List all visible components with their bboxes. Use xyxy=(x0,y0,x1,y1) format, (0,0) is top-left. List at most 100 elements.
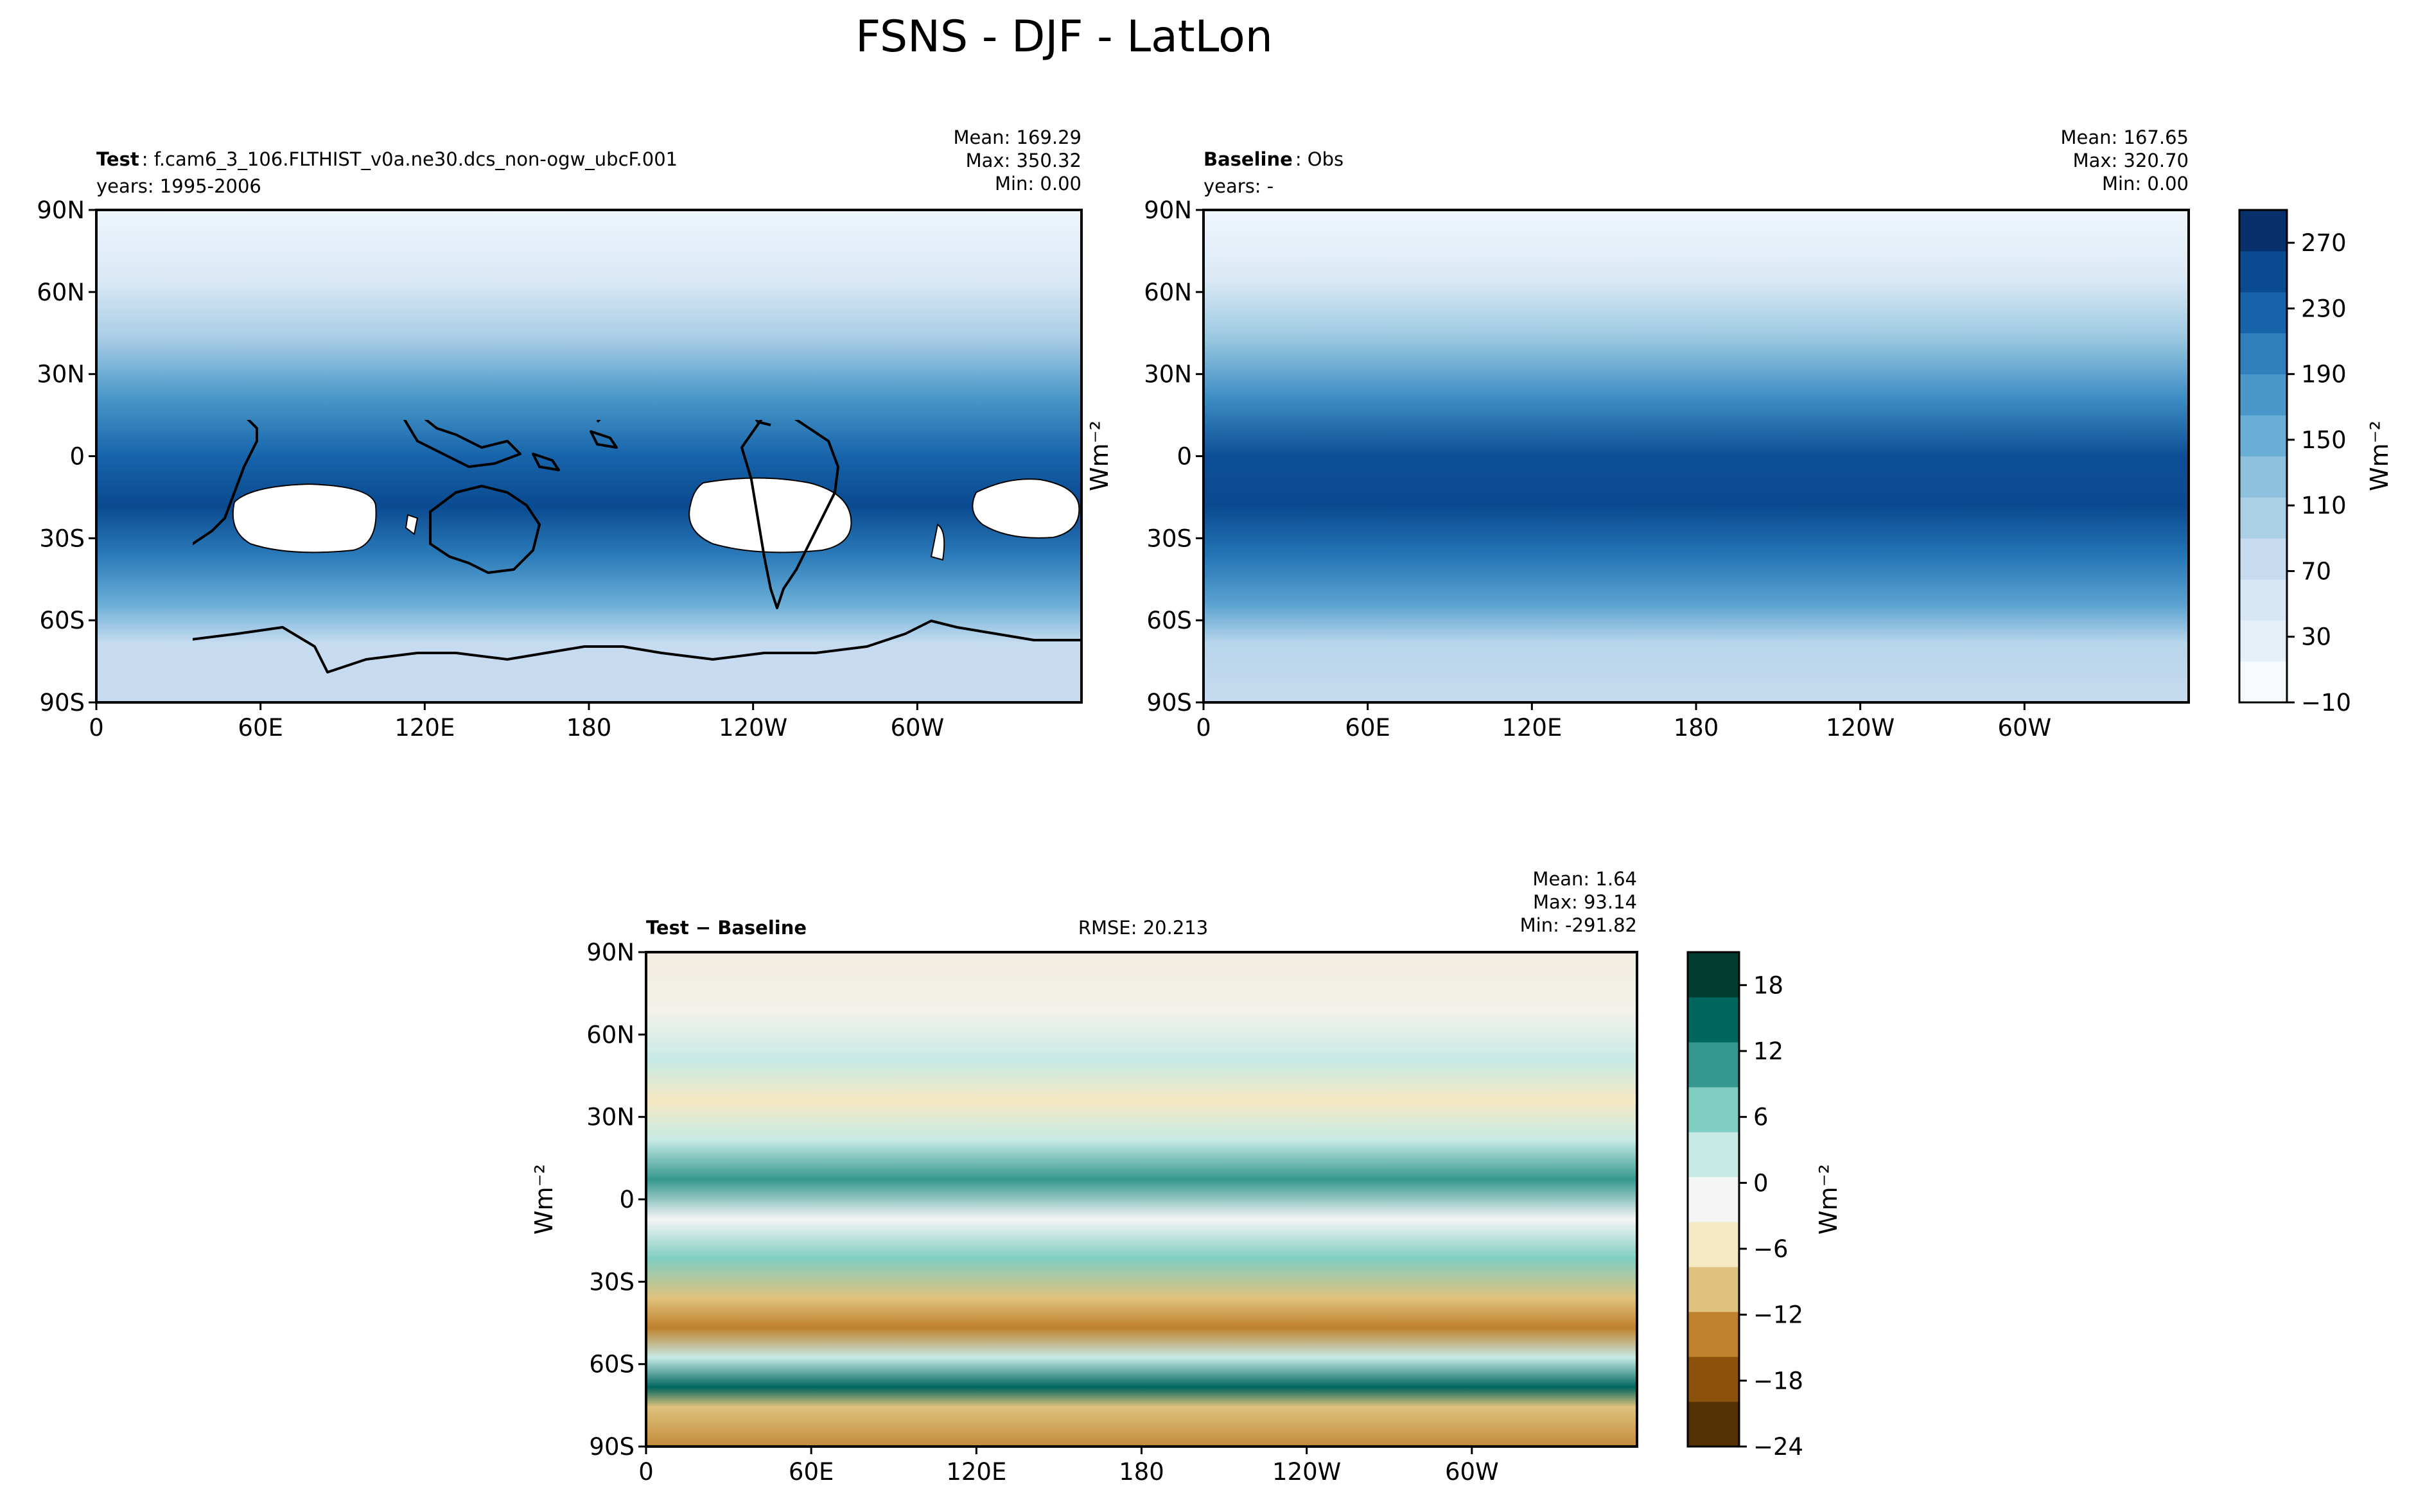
test-map-field xyxy=(96,210,1083,702)
stat-line: Mean: 169.29 xyxy=(954,126,1081,148)
colorbar-band xyxy=(2239,210,2287,252)
colorbar-band xyxy=(2239,456,2287,498)
x-tick-label: 60W xyxy=(890,714,944,742)
x-tick-label: 60E xyxy=(238,714,283,742)
colorbar-tick-label: −10 xyxy=(2301,689,2351,717)
brbg-colorbar-label: Wm⁻² xyxy=(1814,1164,1843,1235)
stat-line: Mean: 167.65 xyxy=(2061,126,2189,148)
x-tick-label: 120W xyxy=(1272,1458,1341,1486)
diff-y-ticks: 90N 60N 30N 0 30S 60S 90S xyxy=(586,939,646,1461)
y-tick-label: 30S xyxy=(39,525,85,552)
colorbar-tick-label: 18 xyxy=(1753,971,1783,999)
y-tick-label: 0 xyxy=(69,443,85,471)
diff-panel: Test − Baseline RMSE: 20.213 Mean: 1.64M… xyxy=(530,868,1638,1486)
x-tick-label: 120E xyxy=(394,714,455,742)
colorbar-band xyxy=(1688,997,1739,1043)
colorbar-band xyxy=(2239,538,2287,580)
figure-title: FSNS - DJF - LatLon xyxy=(855,12,1273,62)
stat-line: Min: -291.82 xyxy=(1520,914,1637,936)
colorbar-band xyxy=(1688,1312,1739,1357)
y-tick-label: 60S xyxy=(589,1351,635,1378)
colorbar-band xyxy=(2239,291,2287,334)
y-tick-label: 60S xyxy=(39,607,85,634)
y-tick-label: 90N xyxy=(586,939,635,966)
baseline-label-rest: : Obs xyxy=(1295,148,1344,170)
x-tick-label: 120E xyxy=(1501,714,1562,742)
diff-map-field xyxy=(646,952,1637,1447)
colorbar-tick-label: 110 xyxy=(2301,492,2347,519)
y-tick-label: 30S xyxy=(589,1268,635,1296)
stat-line: Min: 0.00 xyxy=(995,173,1081,195)
colorbar-tick-label: −24 xyxy=(1753,1433,1803,1461)
x-tick-label: 120W xyxy=(1826,714,1895,742)
x-tick-label: 120W xyxy=(719,714,787,742)
y-tick-label: 0 xyxy=(619,1186,635,1213)
blues-colorbar-label: Wm⁻² xyxy=(2365,421,2394,491)
test-label-rest: : f.cam6_3_106.FLTHIST_v0a.ne30.dcs_non-… xyxy=(142,148,678,170)
svg-text:Test: f.cam6_3_106.FLTHIST_v0a: Test: f.cam6_3_106.FLTHIST_v0a.ne30.dcs_… xyxy=(96,148,678,170)
y-tick-label: 30S xyxy=(1146,525,1192,552)
colorbar-band xyxy=(1688,1177,1739,1222)
y-tick-label: 90S xyxy=(1146,689,1192,717)
y-tick-label: 30N xyxy=(37,361,85,388)
colorbar-band xyxy=(1688,1267,1739,1312)
colorbar-tick-label: −18 xyxy=(1753,1367,1803,1395)
colorbar-tick-label: 270 xyxy=(2301,229,2347,257)
brbg-colorbar-ticks: 18 12 6 0 −6 −12 −18 −24 xyxy=(1739,971,1803,1461)
x-tick-label: 0 xyxy=(89,714,104,742)
x-tick-label: 60E xyxy=(789,1458,834,1486)
y-tick-label: 90N xyxy=(1144,196,1192,224)
baseline-map-field xyxy=(1204,210,2189,702)
baseline-panel: Baseline: Obs years: - Mean: 167.65Max: … xyxy=(1085,126,2190,742)
y-tick-label: 90S xyxy=(39,689,85,717)
test-years: years: 1995-2006 xyxy=(96,175,261,197)
baseline-years: years: - xyxy=(1204,175,1274,197)
brbg-colorbar-frame xyxy=(1686,951,1740,1448)
colorbar-band xyxy=(1688,1222,1739,1267)
colorbar-band xyxy=(1688,1357,1739,1402)
stat-line: Min: 0.00 xyxy=(2102,173,2189,195)
colorbar-band xyxy=(2239,497,2287,539)
baseline-label-bold: Baseline xyxy=(1204,148,1293,170)
x-tick-label: 0 xyxy=(1196,714,1211,742)
colorbar-band xyxy=(2239,620,2287,662)
blues-colorbar-ticks: 270 230 190 150 110 70 30 −10 xyxy=(2287,229,2351,717)
colorbar-band xyxy=(2239,333,2287,375)
diff-ylabel: Wm⁻² xyxy=(530,1164,558,1235)
colorbar-tick-label: 230 xyxy=(2301,295,2347,322)
test-panel: Test: f.cam6_3_106.FLTHIST_v0a.ne30.dcs_… xyxy=(37,126,1083,742)
colorbar-tick-label: −6 xyxy=(1753,1235,1789,1263)
colorbar-tick-label: 6 xyxy=(1753,1104,1769,1131)
blues-colorbar: 270 230 190 150 110 70 30 −10 Wm⁻² xyxy=(2238,209,2394,717)
test-label: Test: f.cam6_3_106.FLTHIST_v0a.ne30.dcs_… xyxy=(96,148,678,197)
colorbar-tick-label: 30 xyxy=(2301,623,2331,651)
stat-line: Mean: 1.64 xyxy=(1532,868,1637,890)
baseline-x-ticks: 0 60E 120E 180 120W 60W xyxy=(1196,702,2051,742)
colorbar-tick-label: 12 xyxy=(1753,1038,1783,1065)
x-tick-label: 180 xyxy=(1674,714,1719,742)
y-tick-label: 90S xyxy=(589,1433,635,1461)
colorbar-band xyxy=(1688,1132,1739,1177)
x-tick-label: 60E xyxy=(1345,714,1390,742)
baseline-y-ticks: 90N 60N 30N 0 30S 60S 90S xyxy=(1144,196,1204,717)
colorbar-band xyxy=(2239,415,2287,456)
diff-x-ticks: 0 60E 120E 180 120W 60W xyxy=(638,1447,1499,1486)
test-label-bold: Test xyxy=(96,148,139,170)
y-tick-label: 60S xyxy=(1146,607,1192,634)
colorbar-band xyxy=(2239,374,2287,416)
blues-colorbar-bands xyxy=(2239,210,2287,703)
brbg-colorbar-bands xyxy=(1688,952,1739,1447)
test-y-ticks: 90N 60N 30N 0 30S 60S 90S xyxy=(37,196,96,717)
x-tick-label: 60W xyxy=(1445,1458,1499,1486)
colorbar-band xyxy=(1688,1042,1739,1088)
colorbar-band xyxy=(2239,661,2287,703)
y-tick-label: 30N xyxy=(586,1104,635,1131)
colorbar-band xyxy=(1688,1087,1739,1133)
top-ylabel: Wm⁻² xyxy=(1085,421,1114,491)
colorbar-band xyxy=(2239,579,2287,621)
y-tick-label: 0 xyxy=(1177,443,1192,471)
colorbar-tick-label: 70 xyxy=(2301,557,2331,585)
